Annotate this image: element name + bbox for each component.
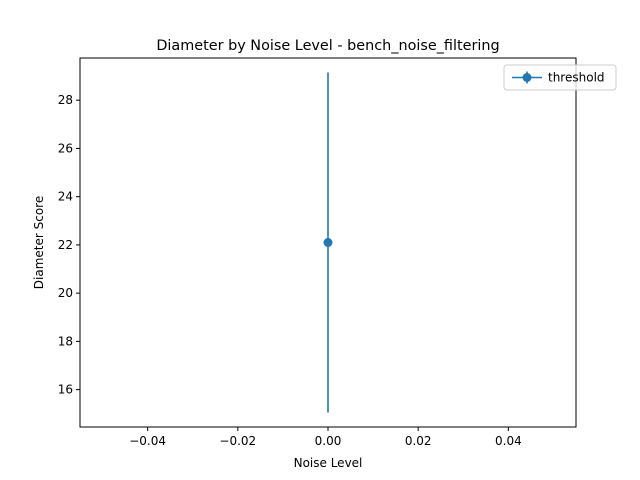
chart-title: Diameter by Noise Level - bench_noise_fi… (156, 38, 499, 54)
y-tick-label: 22 (58, 238, 73, 252)
data-point (323, 238, 333, 247)
x-tick-label: −0.04 (129, 434, 166, 448)
x-tick-label: 0.04 (495, 434, 522, 448)
x-axis: −0.04 −0.02 0.00 0.02 0.04 (129, 427, 522, 448)
y-axis-title: Diameter Score (32, 196, 46, 289)
legend-label: threshold (548, 71, 605, 85)
y-axis: 16 18 20 22 24 26 28 (58, 93, 80, 397)
y-tick-label: 24 (58, 190, 73, 204)
x-tick-label: 0.02 (405, 434, 432, 448)
y-tick-label: 26 (58, 141, 73, 155)
legend-box (503, 64, 617, 91)
legend-marker (522, 73, 532, 82)
legend: threshold (503, 64, 617, 91)
y-tick-label: 20 (58, 286, 73, 300)
x-tick-label: 0.00 (315, 434, 342, 448)
y-tick-label: 28 (58, 93, 73, 107)
plot-area (323, 72, 333, 413)
y-tick-label: 16 (58, 383, 73, 397)
x-tick-label: −0.02 (219, 434, 256, 448)
y-tick-label: 18 (58, 334, 73, 348)
x-axis-title: Noise Level (294, 456, 363, 470)
